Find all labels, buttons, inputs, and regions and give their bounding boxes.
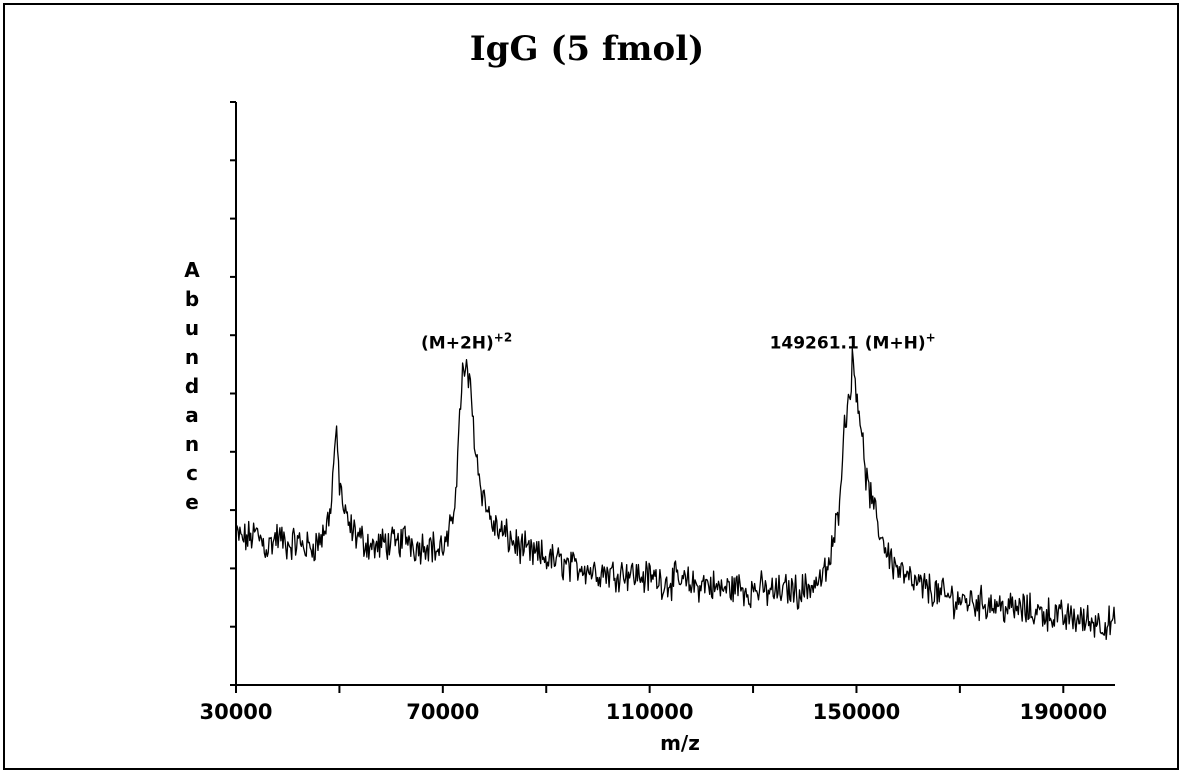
figure-frame: IgG (5 fmol) 30000 70000 110000 150000 19000…	[3, 3, 1179, 770]
series-group	[235, 348, 1116, 641]
peak-annotation: (M+2H)+2	[421, 331, 512, 354]
y-axis-label-letter: A	[184, 258, 200, 282]
x-tick-label: 30000	[199, 700, 272, 724]
y-axis	[230, 101, 237, 686]
peak-annotation: 149261.1 (M+H)+	[770, 331, 936, 354]
x-tick-label: 190000	[1019, 700, 1107, 724]
x-axis-label: m/z	[660, 731, 700, 755]
annotations: (M+2H)+2 149261.1 (M+H)+	[421, 331, 936, 354]
chart-title: IgG (5 fmol)	[470, 29, 704, 69]
y-axis-label-letter: a	[185, 403, 199, 427]
y-axis-label-letter: u	[185, 316, 199, 340]
y-axis-label-letter: b	[185, 287, 199, 311]
series-line	[235, 348, 1116, 641]
y-axis-label-letter: d	[185, 374, 199, 398]
x-tick-label: 70000	[406, 700, 479, 724]
y-axis-label-letter: e	[185, 490, 199, 514]
x-tick-label: 150000	[813, 700, 901, 724]
x-axis: 30000 70000 110000 150000 190000	[199, 684, 1115, 724]
x-tick-label: 110000	[606, 700, 694, 724]
y-axis-label-letter: n	[185, 432, 199, 456]
y-axis-label-letter: n	[185, 345, 199, 369]
y-axis-label-letter: c	[186, 461, 198, 485]
chart-svg: IgG (5 fmol) 30000 70000 110000 150000 19000…	[184, 29, 1116, 755]
